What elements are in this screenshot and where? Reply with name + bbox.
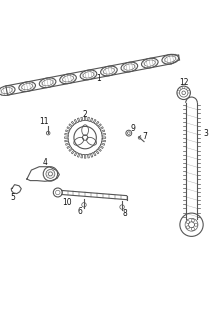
Text: 4: 4 (42, 158, 47, 167)
Text: 3: 3 (204, 129, 209, 138)
Text: 11: 11 (39, 117, 48, 126)
Text: 5: 5 (10, 193, 15, 202)
Text: 9: 9 (131, 124, 136, 133)
Text: 8: 8 (123, 209, 127, 218)
Text: 12: 12 (179, 78, 188, 87)
Text: 10: 10 (62, 198, 72, 207)
Text: 7: 7 (143, 132, 148, 141)
Text: 1: 1 (96, 74, 101, 83)
Text: 6: 6 (77, 207, 82, 216)
Text: 2: 2 (83, 109, 88, 119)
